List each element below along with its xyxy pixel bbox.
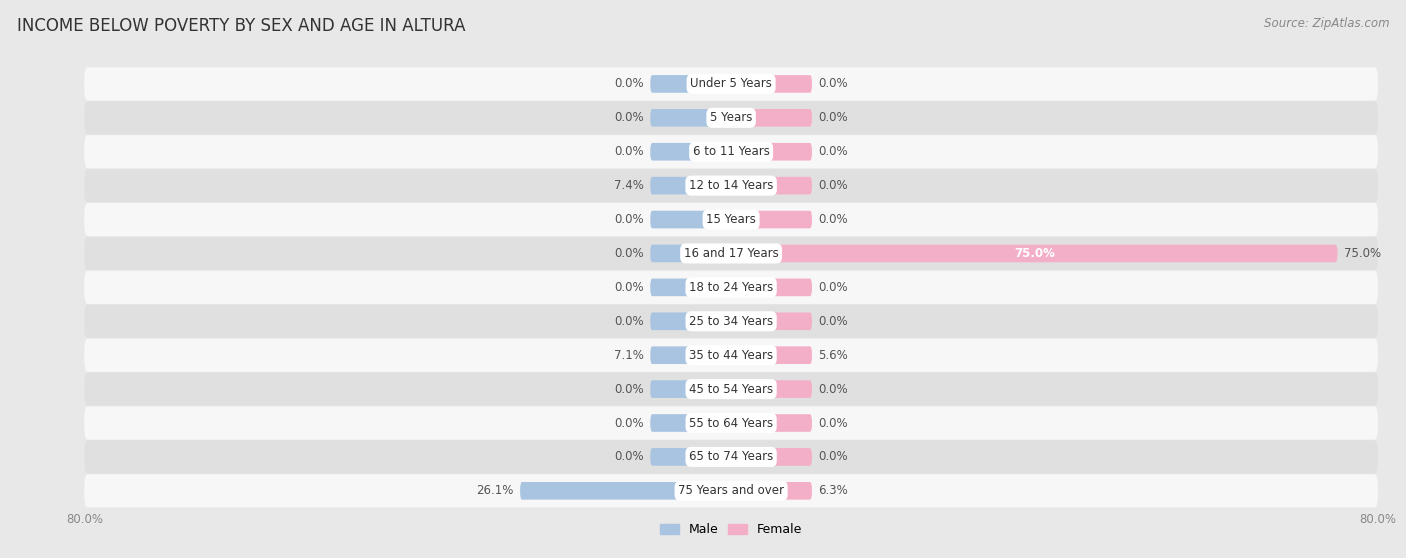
FancyBboxPatch shape [84, 339, 1378, 372]
FancyBboxPatch shape [731, 109, 813, 127]
FancyBboxPatch shape [84, 68, 1378, 100]
Text: 75.0%: 75.0% [1344, 247, 1381, 260]
FancyBboxPatch shape [650, 109, 731, 127]
FancyBboxPatch shape [650, 381, 731, 398]
FancyBboxPatch shape [731, 177, 813, 194]
FancyBboxPatch shape [650, 143, 731, 161]
Text: 5.6%: 5.6% [818, 349, 848, 362]
FancyBboxPatch shape [84, 474, 1378, 507]
FancyBboxPatch shape [650, 347, 731, 364]
FancyBboxPatch shape [650, 448, 731, 466]
Text: 16 and 17 Years: 16 and 17 Years [683, 247, 779, 260]
FancyBboxPatch shape [84, 169, 1378, 202]
Text: Source: ZipAtlas.com: Source: ZipAtlas.com [1264, 17, 1389, 30]
FancyBboxPatch shape [731, 312, 813, 330]
Text: 26.1%: 26.1% [477, 484, 513, 497]
Text: 0.0%: 0.0% [614, 383, 644, 396]
Text: 0.0%: 0.0% [614, 112, 644, 124]
Text: 55 to 64 Years: 55 to 64 Years [689, 416, 773, 430]
Text: 0.0%: 0.0% [818, 450, 848, 463]
FancyBboxPatch shape [731, 143, 813, 161]
FancyBboxPatch shape [650, 244, 731, 262]
FancyBboxPatch shape [650, 75, 731, 93]
FancyBboxPatch shape [650, 177, 731, 194]
Text: 0.0%: 0.0% [818, 145, 848, 158]
Text: 75.0%: 75.0% [1014, 247, 1054, 260]
FancyBboxPatch shape [520, 482, 731, 499]
Text: 6.3%: 6.3% [818, 484, 848, 497]
Text: 0.0%: 0.0% [818, 281, 848, 294]
Text: 45 to 54 Years: 45 to 54 Years [689, 383, 773, 396]
FancyBboxPatch shape [731, 244, 1337, 262]
Text: 65 to 74 Years: 65 to 74 Years [689, 450, 773, 463]
Text: 5 Years: 5 Years [710, 112, 752, 124]
Text: 12 to 14 Years: 12 to 14 Years [689, 179, 773, 192]
FancyBboxPatch shape [84, 237, 1378, 270]
FancyBboxPatch shape [84, 440, 1378, 474]
Text: 15 Years: 15 Years [706, 213, 756, 226]
FancyBboxPatch shape [650, 211, 731, 228]
FancyBboxPatch shape [731, 381, 813, 398]
Text: 0.0%: 0.0% [818, 78, 848, 90]
FancyBboxPatch shape [84, 271, 1378, 304]
Text: 0.0%: 0.0% [818, 383, 848, 396]
Text: 0.0%: 0.0% [818, 179, 848, 192]
Text: 0.0%: 0.0% [614, 315, 644, 328]
Text: 0.0%: 0.0% [818, 112, 848, 124]
FancyBboxPatch shape [731, 211, 813, 228]
Legend: Male, Female: Male, Female [655, 518, 807, 541]
Text: 7.1%: 7.1% [614, 349, 644, 362]
Text: 6 to 11 Years: 6 to 11 Years [693, 145, 769, 158]
Text: 18 to 24 Years: 18 to 24 Years [689, 281, 773, 294]
Text: 0.0%: 0.0% [614, 145, 644, 158]
Text: 0.0%: 0.0% [614, 450, 644, 463]
Text: 25 to 34 Years: 25 to 34 Years [689, 315, 773, 328]
Text: 0.0%: 0.0% [614, 281, 644, 294]
FancyBboxPatch shape [84, 373, 1378, 406]
Text: 0.0%: 0.0% [818, 416, 848, 430]
Text: Under 5 Years: Under 5 Years [690, 78, 772, 90]
FancyBboxPatch shape [650, 312, 731, 330]
Text: 7.4%: 7.4% [614, 179, 644, 192]
Text: 35 to 44 Years: 35 to 44 Years [689, 349, 773, 362]
FancyBboxPatch shape [731, 347, 813, 364]
Text: 0.0%: 0.0% [818, 315, 848, 328]
FancyBboxPatch shape [84, 101, 1378, 134]
Text: INCOME BELOW POVERTY BY SEX AND AGE IN ALTURA: INCOME BELOW POVERTY BY SEX AND AGE IN A… [17, 17, 465, 35]
FancyBboxPatch shape [731, 482, 813, 499]
Text: 0.0%: 0.0% [614, 213, 644, 226]
FancyBboxPatch shape [731, 414, 813, 432]
Text: 0.0%: 0.0% [614, 247, 644, 260]
FancyBboxPatch shape [650, 278, 731, 296]
FancyBboxPatch shape [650, 414, 731, 432]
FancyBboxPatch shape [84, 203, 1378, 236]
FancyBboxPatch shape [84, 135, 1378, 169]
FancyBboxPatch shape [731, 75, 813, 93]
Text: 0.0%: 0.0% [614, 416, 644, 430]
Text: 75 Years and over: 75 Years and over [678, 484, 785, 497]
FancyBboxPatch shape [84, 305, 1378, 338]
FancyBboxPatch shape [731, 278, 813, 296]
Text: 0.0%: 0.0% [818, 213, 848, 226]
FancyBboxPatch shape [84, 406, 1378, 440]
FancyBboxPatch shape [731, 448, 813, 466]
Text: 0.0%: 0.0% [614, 78, 644, 90]
